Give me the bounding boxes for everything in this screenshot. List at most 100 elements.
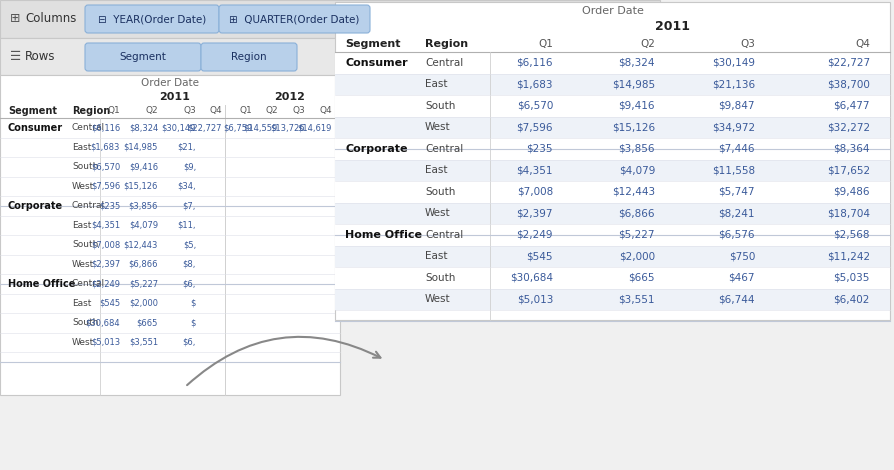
Text: Corporate: Corporate	[8, 201, 63, 211]
Text: $14,985: $14,985	[123, 143, 158, 152]
Text: $7,596: $7,596	[517, 122, 553, 132]
Text: West: West	[425, 208, 451, 218]
Text: $2,249: $2,249	[91, 279, 120, 288]
FancyBboxPatch shape	[0, 332, 340, 352]
Text: Q2: Q2	[640, 39, 655, 49]
Text: Q4: Q4	[319, 107, 332, 116]
Text: $9,486: $9,486	[833, 187, 870, 197]
Text: 2012: 2012	[274, 92, 306, 102]
Text: Segment: Segment	[345, 39, 401, 49]
Text: $9,847: $9,847	[719, 101, 755, 111]
Text: $6,744: $6,744	[719, 294, 755, 304]
FancyBboxPatch shape	[0, 274, 340, 293]
Text: $9,: $9,	[182, 162, 196, 171]
Text: $3,856: $3,856	[129, 201, 158, 210]
Text: $665: $665	[628, 273, 655, 283]
Text: South: South	[72, 318, 98, 327]
Text: Consumer: Consumer	[345, 58, 408, 68]
FancyBboxPatch shape	[335, 73, 890, 95]
Text: $30,149: $30,149	[712, 58, 755, 68]
Text: ⊞: ⊞	[10, 13, 21, 25]
FancyBboxPatch shape	[335, 224, 890, 245]
FancyBboxPatch shape	[335, 117, 890, 138]
Text: $18,704: $18,704	[827, 208, 870, 218]
Text: $: $	[190, 318, 196, 327]
Text: $6,477: $6,477	[833, 101, 870, 111]
Text: $6,402: $6,402	[833, 294, 870, 304]
Text: $17,652: $17,652	[827, 165, 870, 175]
Text: Order Date: Order Date	[582, 6, 644, 16]
Text: $22,727: $22,727	[827, 58, 870, 68]
Text: $9,416: $9,416	[619, 101, 655, 111]
Text: $7,: $7,	[182, 201, 196, 210]
Text: $235: $235	[98, 201, 120, 210]
Text: $14,985: $14,985	[611, 79, 655, 89]
FancyBboxPatch shape	[335, 138, 890, 159]
Text: $545: $545	[527, 251, 553, 261]
Text: East: East	[72, 143, 91, 152]
Text: $4,351: $4,351	[517, 165, 553, 175]
Text: Region: Region	[232, 52, 266, 62]
Text: $2,568: $2,568	[833, 230, 870, 240]
Text: Region: Region	[72, 106, 110, 116]
Text: $750: $750	[729, 251, 755, 261]
Text: $8,324: $8,324	[619, 58, 655, 68]
Text: $12,443: $12,443	[123, 240, 158, 249]
Text: $2,397: $2,397	[517, 208, 553, 218]
Text: $30,149: $30,149	[162, 123, 196, 132]
Text: $467: $467	[729, 273, 755, 283]
Text: East: East	[72, 221, 91, 230]
Text: Q1: Q1	[240, 107, 252, 116]
Text: $14,619: $14,619	[298, 123, 332, 132]
Text: Q4: Q4	[856, 39, 870, 49]
Text: $5,747: $5,747	[719, 187, 755, 197]
Text: South: South	[72, 162, 98, 171]
Text: Q3: Q3	[292, 107, 305, 116]
FancyBboxPatch shape	[0, 313, 340, 332]
Text: Q4: Q4	[209, 107, 222, 116]
Text: Central: Central	[72, 201, 105, 210]
Text: $6,: $6,	[182, 279, 196, 288]
Text: ⊞  QUARTER(Order Date): ⊞ QUARTER(Order Date)	[230, 14, 359, 24]
Text: East: East	[72, 299, 91, 308]
FancyBboxPatch shape	[335, 245, 890, 267]
FancyBboxPatch shape	[0, 216, 340, 235]
FancyBboxPatch shape	[0, 235, 340, 254]
Text: West: West	[72, 182, 94, 191]
Text: $6,116: $6,116	[517, 58, 553, 68]
Text: Central: Central	[72, 279, 105, 288]
Text: Order Date: Order Date	[141, 78, 199, 88]
Text: $5,: $5,	[182, 240, 196, 249]
FancyBboxPatch shape	[335, 289, 890, 310]
Text: Q1: Q1	[538, 39, 553, 49]
Text: $5,013: $5,013	[517, 294, 553, 304]
Text: $30,684: $30,684	[85, 318, 120, 327]
FancyBboxPatch shape	[85, 5, 219, 33]
Text: $8,241: $8,241	[719, 208, 755, 218]
Text: $7,008: $7,008	[91, 240, 120, 249]
Text: Segment: Segment	[120, 52, 166, 62]
Text: South: South	[425, 101, 455, 111]
Text: $8,324: $8,324	[129, 123, 158, 132]
Text: $15,126: $15,126	[123, 182, 158, 191]
Text: $12,443: $12,443	[611, 187, 655, 197]
Text: $6,576: $6,576	[719, 230, 755, 240]
FancyBboxPatch shape	[0, 0, 660, 38]
Text: Q2: Q2	[266, 107, 278, 116]
FancyBboxPatch shape	[85, 43, 201, 71]
Text: Q3: Q3	[183, 107, 196, 116]
Text: $21,136: $21,136	[712, 79, 755, 89]
Text: $: $	[190, 299, 196, 308]
Text: $3,551: $3,551	[129, 338, 158, 347]
Text: ☰: ☰	[10, 50, 21, 63]
FancyBboxPatch shape	[335, 159, 890, 181]
Text: $2,000: $2,000	[619, 251, 655, 261]
Text: 2011: 2011	[159, 92, 190, 102]
Text: $22,727: $22,727	[188, 123, 222, 132]
FancyBboxPatch shape	[0, 157, 340, 177]
Text: $6,866: $6,866	[129, 260, 158, 269]
Text: East: East	[425, 251, 448, 261]
Text: $11,558: $11,558	[712, 165, 755, 175]
FancyBboxPatch shape	[335, 52, 890, 73]
Text: West: West	[425, 294, 451, 304]
